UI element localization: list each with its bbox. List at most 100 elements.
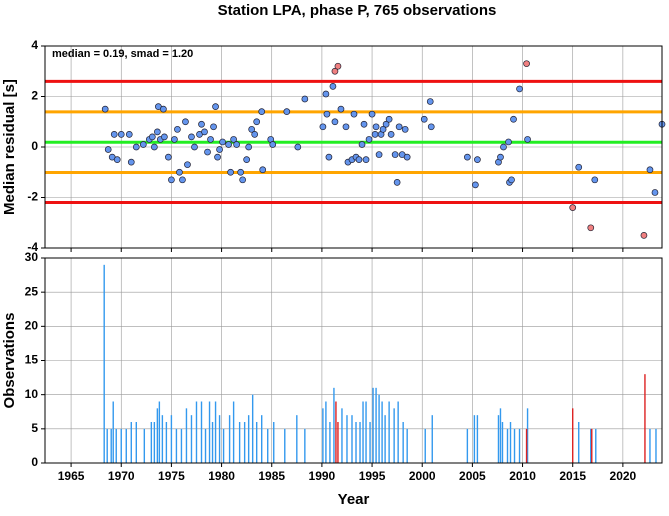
annotation: median = 0.19, smad = 1.20 — [52, 48, 193, 60]
point — [516, 85, 523, 93]
bar — [509, 422, 512, 463]
bar — [251, 394, 254, 463]
bar — [112, 401, 114, 463]
bar — [165, 422, 168, 463]
bar — [211, 422, 214, 463]
bar — [526, 408, 529, 463]
bar — [125, 428, 127, 463]
y-tick-label: 30 — [25, 250, 39, 264]
x-tick-label: 1990 — [309, 469, 336, 483]
point — [253, 118, 261, 126]
point — [510, 115, 517, 123]
bar — [335, 401, 337, 463]
point — [337, 105, 345, 113]
y-tick-label: 5 — [31, 421, 38, 435]
bar — [655, 428, 657, 463]
y-tick-label: -4 — [27, 240, 38, 254]
point — [101, 105, 109, 113]
point — [368, 110, 376, 118]
point — [375, 151, 383, 158]
point — [201, 128, 208, 136]
bar — [384, 415, 386, 463]
point — [204, 148, 211, 156]
bar — [214, 401, 217, 463]
bar — [499, 408, 502, 463]
point — [524, 136, 531, 143]
y-tick-label: 0 — [31, 139, 38, 153]
x-tick-label: 2015 — [559, 469, 586, 483]
point — [161, 133, 168, 141]
bar — [120, 428, 122, 463]
point — [331, 118, 339, 126]
bar — [261, 415, 263, 463]
bar — [369, 422, 371, 463]
x-tick-label: 1985 — [258, 469, 285, 483]
bar — [304, 428, 306, 463]
point — [331, 67, 339, 75]
bar — [222, 428, 225, 463]
point — [569, 204, 577, 211]
y-tick-label: 0 — [31, 455, 38, 469]
point — [640, 232, 648, 239]
bar — [243, 422, 246, 463]
point — [233, 141, 240, 148]
bar — [518, 428, 521, 463]
point — [505, 138, 512, 146]
point — [165, 153, 172, 161]
point — [239, 176, 246, 184]
x-tick-label: 1970 — [108, 469, 135, 483]
bar — [362, 401, 364, 463]
point — [379, 125, 387, 133]
point — [371, 131, 379, 138]
plot-frame — [44, 45, 663, 249]
point — [132, 143, 140, 151]
y-tick-label: 15 — [25, 353, 39, 367]
point — [325, 153, 333, 161]
point — [334, 62, 342, 70]
point — [179, 176, 186, 184]
bar — [406, 428, 408, 463]
point — [125, 131, 133, 138]
point — [350, 110, 358, 118]
point — [104, 146, 112, 153]
bar — [501, 422, 504, 463]
bar — [644, 374, 646, 463]
point — [365, 136, 373, 143]
x-tick-label: 1995 — [359, 469, 386, 483]
point — [248, 125, 256, 133]
x-tick-label: 2010 — [509, 469, 536, 483]
bar — [106, 428, 108, 463]
point — [251, 131, 259, 138]
bar — [267, 428, 269, 463]
bar — [247, 415, 250, 463]
point — [207, 136, 214, 143]
point — [420, 115, 428, 123]
bar — [103, 264, 105, 463]
point — [385, 115, 393, 123]
bar — [497, 415, 500, 463]
bar — [355, 422, 357, 463]
bar — [110, 428, 112, 463]
y-tick-label: 20 — [25, 319, 39, 333]
point — [198, 120, 205, 128]
point — [391, 151, 399, 158]
point — [355, 156, 363, 163]
bar — [372, 387, 374, 463]
bar — [185, 408, 188, 463]
point — [387, 131, 395, 138]
bar — [190, 415, 193, 463]
bar — [365, 401, 367, 463]
point — [393, 179, 401, 186]
point — [497, 153, 504, 161]
plot-frame — [44, 257, 663, 464]
point — [151, 143, 158, 151]
bar — [284, 428, 286, 463]
point — [323, 110, 331, 118]
point — [500, 143, 507, 151]
bar — [130, 422, 132, 463]
bar — [476, 415, 479, 463]
bar — [473, 415, 476, 463]
point — [127, 158, 135, 166]
bar — [238, 422, 241, 463]
